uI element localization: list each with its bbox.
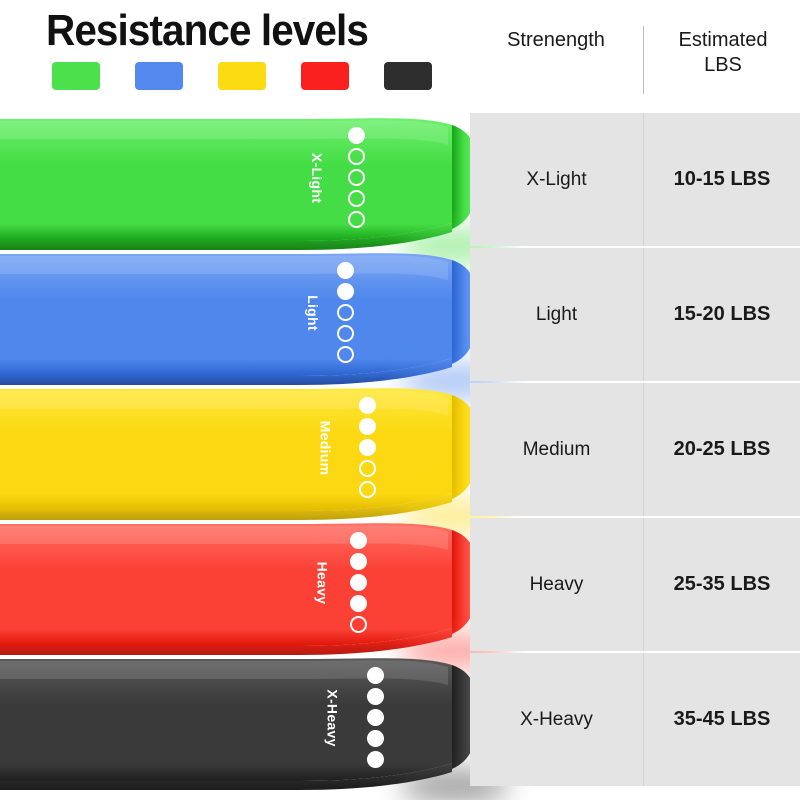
band-level-indicator: Heavy: [301, 532, 367, 633]
column-header-lbs: Estimated LBS: [646, 28, 800, 78]
header-column-divider: [643, 26, 644, 94]
swatch-yellow: [218, 62, 266, 90]
cell-lbs: 35-45 LBS: [644, 653, 800, 786]
resistance-band-light: [0, 236, 480, 399]
band-shape: [0, 388, 478, 520]
level-dot-filled: [367, 709, 385, 726]
resistance-band-x-heavy: [0, 641, 480, 800]
cell-divider: [643, 113, 644, 246]
level-dot-filled: [348, 127, 366, 144]
level-dot-empty: [336, 325, 354, 342]
cell-strength: Medium: [470, 383, 643, 516]
level-dot-empty: [358, 481, 376, 498]
cell-lbs: 20-25 LBS: [644, 383, 800, 516]
resistance-band-medium: [0, 371, 480, 534]
level-dot-filled: [336, 262, 354, 279]
cell-divider: [643, 518, 644, 651]
swatch-green: [52, 62, 100, 90]
cell-strength: X-Heavy: [470, 653, 643, 786]
level-dot-filled: [349, 574, 367, 591]
cell-strength: Light: [470, 248, 643, 381]
band-shape: [0, 523, 478, 655]
level-dots: [336, 262, 354, 363]
level-dot-filled: [336, 283, 354, 300]
level-dot-empty: [349, 616, 367, 633]
level-dot-empty: [348, 211, 366, 228]
level-dot-filled: [358, 397, 376, 414]
cell-strength: X-Light: [470, 113, 643, 246]
column-header-strength: Strenength: [507, 29, 605, 51]
band-label: Medium: [317, 420, 334, 475]
cell-divider: [643, 383, 644, 516]
band-label: X-Heavy: [324, 688, 341, 747]
level-dot-filled: [349, 553, 367, 570]
level-dots: [349, 532, 367, 633]
cell-divider: [643, 248, 644, 381]
band-shape: [0, 118, 478, 250]
color-swatch-legend: [52, 62, 432, 90]
level-dot-filled: [367, 667, 385, 684]
level-dot-filled: [367, 730, 385, 747]
level-dots: [358, 397, 376, 498]
level-dot-filled: [367, 688, 385, 705]
cell-strength: Heavy: [470, 518, 643, 651]
level-dot-empty: [336, 346, 354, 363]
cell-lbs: 25-35 LBS: [644, 518, 800, 651]
cell-lbs: 10-15 LBS: [644, 113, 800, 246]
level-dot-empty: [348, 190, 366, 207]
level-dot-empty: [358, 460, 376, 477]
swatch-red: [301, 62, 349, 90]
swatch-black: [384, 62, 432, 90]
column-header-lbs-line1: Estimated: [678, 29, 768, 51]
band-label: Heavy: [314, 561, 331, 604]
resistance-band-x-light: [0, 101, 480, 264]
level-dots: [367, 667, 385, 768]
band-label: X-Light: [309, 152, 326, 203]
swatch-blue: [135, 62, 183, 90]
level-dot-filled: [358, 418, 376, 435]
cell-lbs: 15-20 LBS: [644, 248, 800, 381]
band-level-indicator: Medium: [298, 397, 376, 498]
level-dot-empty: [336, 304, 354, 321]
band-shape: [0, 658, 478, 790]
band-level-indicator: X-Heavy: [304, 667, 385, 768]
band-shape: [0, 253, 478, 385]
band-label: Light: [304, 294, 321, 331]
level-dot-filled: [349, 595, 367, 612]
page-title: Resistance levels: [46, 6, 369, 55]
level-dots: [348, 127, 366, 228]
level-dot-empty: [348, 148, 366, 165]
level-dot-filled: [358, 439, 376, 456]
level-dot-filled: [367, 751, 385, 768]
band-level-indicator: X-Light: [292, 127, 366, 228]
level-dot-filled: [349, 532, 367, 549]
resistance-band-heavy: [0, 506, 480, 669]
band-level-indicator: Light: [295, 262, 354, 363]
column-header-lbs-line2: LBS: [704, 54, 742, 76]
level-dot-empty: [348, 169, 366, 186]
cell-divider: [643, 653, 644, 786]
